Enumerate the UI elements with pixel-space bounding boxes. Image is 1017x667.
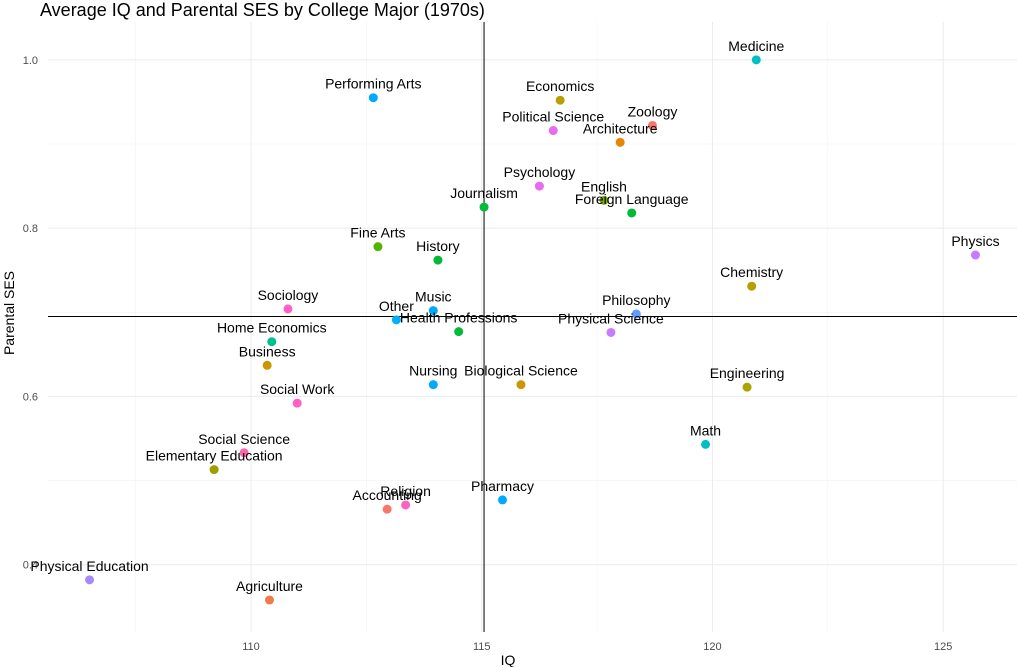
data-point — [970, 250, 980, 260]
data-point — [701, 439, 711, 449]
point-label: Medicine — [728, 38, 784, 54]
data-point — [534, 181, 544, 191]
y-axis-title: Parental SES — [1, 271, 17, 355]
data-point — [631, 309, 641, 319]
data-point — [615, 137, 625, 147]
point-label: Social Science — [198, 431, 290, 447]
data-point — [627, 208, 637, 218]
point-label: Nursing — [409, 363, 457, 379]
grid — [48, 22, 1017, 632]
point-label: English — [581, 178, 627, 194]
data-point — [262, 360, 272, 370]
point-label: Engineering — [710, 365, 785, 381]
data-point — [555, 95, 565, 105]
point-label: Political Science — [502, 109, 604, 125]
data-point — [368, 93, 378, 103]
point-label: Foreign Language — [575, 191, 689, 207]
data-point — [498, 495, 508, 505]
point-label: Health Professions — [400, 310, 518, 326]
point-label: Home Economics — [217, 320, 327, 336]
data-point — [264, 595, 274, 605]
x-tick-label: 125 — [934, 641, 952, 653]
data-point — [267, 337, 277, 347]
y-tick-label: 0.6 — [23, 391, 38, 403]
data-point — [516, 380, 526, 390]
data-point — [401, 500, 411, 510]
point-label: Performing Arts — [325, 76, 421, 92]
point-label: Religion — [380, 483, 431, 499]
x-axis-title: IQ — [501, 652, 516, 667]
data-point — [428, 380, 438, 390]
data-point — [606, 327, 616, 337]
data-point — [283, 304, 293, 314]
point-label: History — [416, 238, 460, 254]
reference-lines — [48, 22, 1017, 632]
point-label: Physical Education — [30, 558, 148, 574]
point-label: Pharmacy — [471, 478, 534, 494]
point-label: Agriculture — [236, 578, 303, 594]
point-label: Accounting — [353, 487, 422, 503]
data-point — [239, 448, 249, 458]
y-tick-label: 1.0 — [23, 55, 38, 67]
data-point — [479, 202, 489, 212]
point-label: Physical Science — [558, 310, 664, 326]
x-tick-label: 115 — [473, 641, 491, 653]
data-point — [433, 255, 443, 265]
point-label: Math — [690, 422, 721, 438]
point-label: Zoology — [628, 103, 678, 119]
axis-ticks: 110 115 120 125 0.4 0.6 0.8 1.0 — [23, 55, 953, 653]
data-point — [454, 327, 464, 337]
point-label: Fine Arts — [350, 225, 405, 241]
point-label: Sociology — [258, 287, 319, 303]
data-point — [292, 398, 302, 408]
data-point — [751, 55, 761, 65]
data-point — [209, 465, 219, 475]
point-label: Elementary Education — [146, 448, 283, 464]
y-tick-label: 0.8 — [23, 223, 38, 235]
point-label: Business — [239, 343, 296, 359]
data-point — [647, 120, 657, 130]
data-point — [742, 382, 752, 392]
data-point — [382, 504, 392, 514]
data-point — [428, 306, 438, 316]
point-label: Journalism — [450, 185, 518, 201]
point-label: Psychology — [504, 164, 576, 180]
data-point — [85, 575, 95, 585]
point-label: Philosophy — [602, 292, 671, 308]
chart-title: Average IQ and Parental SES by College M… — [40, 0, 485, 20]
x-tick-label: 120 — [703, 641, 721, 653]
data-point — [747, 281, 757, 291]
point-label: Economics — [526, 78, 594, 94]
point-label: Social Work — [260, 381, 335, 397]
point-label: Other — [379, 298, 414, 314]
data-point — [599, 195, 609, 205]
point-label: Biological Science — [464, 363, 578, 379]
point-label: Chemistry — [720, 264, 783, 280]
data-point — [548, 126, 558, 136]
data-points — [85, 55, 980, 605]
point-labels: Medicine Performing Arts Economics Politica… — [30, 38, 999, 594]
data-point — [373, 242, 383, 252]
x-tick-label: 110 — [242, 641, 260, 653]
point-label: Architecture — [583, 120, 658, 136]
point-label: Physics — [951, 233, 999, 249]
data-point — [391, 315, 401, 325]
point-label: Music — [415, 289, 452, 305]
y-tick-label: 0.4 — [23, 560, 38, 572]
